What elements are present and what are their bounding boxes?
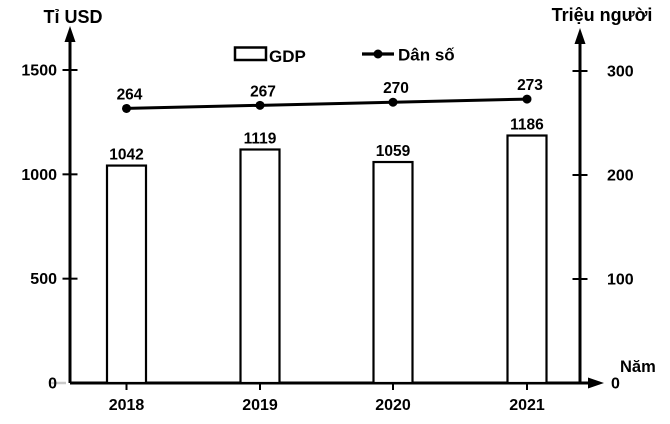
point-value-label: 264 bbox=[117, 86, 143, 103]
bar-value-label: 1119 bbox=[244, 131, 277, 148]
population-line bbox=[126, 97, 528, 110]
point-value-label: 273 bbox=[517, 77, 543, 94]
point-value-label: 270 bbox=[383, 80, 409, 97]
x-category-label: 2019 bbox=[242, 397, 278, 414]
bar-value-label: 1059 bbox=[376, 143, 411, 160]
left-axis-tick-label: 500 bbox=[30, 271, 57, 288]
left-axis-tick-label: 1500 bbox=[21, 63, 57, 80]
right-axis-tick-label: 300 bbox=[607, 64, 634, 81]
right-axis-tick-label: 0 bbox=[611, 376, 620, 393]
right-axis-tick-label: 100 bbox=[607, 272, 634, 289]
population-point bbox=[388, 97, 398, 107]
left-axis-tick-label: 1000 bbox=[21, 167, 57, 184]
population-legend-marker-icon bbox=[373, 49, 383, 59]
right-axis-title: Triệu người bbox=[552, 5, 653, 25]
population-line-series: 264 267 270 273 bbox=[117, 77, 543, 113]
x-category-label: 2020 bbox=[375, 397, 411, 414]
left-axis-arrow-icon bbox=[64, 26, 76, 42]
left-axis-ticks: 0 500 1000 1500 bbox=[21, 63, 78, 393]
point-value-label: 267 bbox=[250, 83, 276, 100]
x-category-label: 2021 bbox=[509, 397, 545, 414]
left-axis-title: Tỉ USD bbox=[43, 7, 102, 27]
population-point bbox=[522, 94, 532, 104]
x-axis-arrow-icon bbox=[588, 377, 604, 389]
legend: GDP Dân số bbox=[233, 46, 455, 66]
gdp-bar bbox=[105, 164, 148, 385]
bar-value-label: 1042 bbox=[109, 147, 143, 164]
x-axis-title: Năm bbox=[620, 358, 656, 376]
right-axis-arrow-icon bbox=[574, 28, 586, 44]
gdp-bar bbox=[239, 148, 281, 385]
gdp-legend-swatch-icon bbox=[233, 46, 268, 62]
bar-value-label: 1186 bbox=[510, 117, 544, 134]
gdp-bar bbox=[372, 160, 414, 385]
left-axis-tick-label: 0 bbox=[48, 376, 57, 393]
right-axis-ticks: 0 100 200 300 bbox=[572, 64, 634, 393]
population-point bbox=[255, 100, 265, 110]
gdp-bar-series: 1042 1119 1059 1186 bbox=[105, 117, 548, 385]
population-point bbox=[122, 103, 131, 113]
population-legend-label: Dân số bbox=[398, 46, 455, 65]
x-category-labels: 2018 2019 2020 2021 bbox=[109, 383, 545, 414]
x-category-label: 2018 bbox=[109, 397, 145, 414]
right-axis-tick-label: 200 bbox=[607, 168, 634, 185]
gdp-legend-label: GDP bbox=[269, 47, 306, 66]
gdp-bar bbox=[506, 134, 548, 385]
